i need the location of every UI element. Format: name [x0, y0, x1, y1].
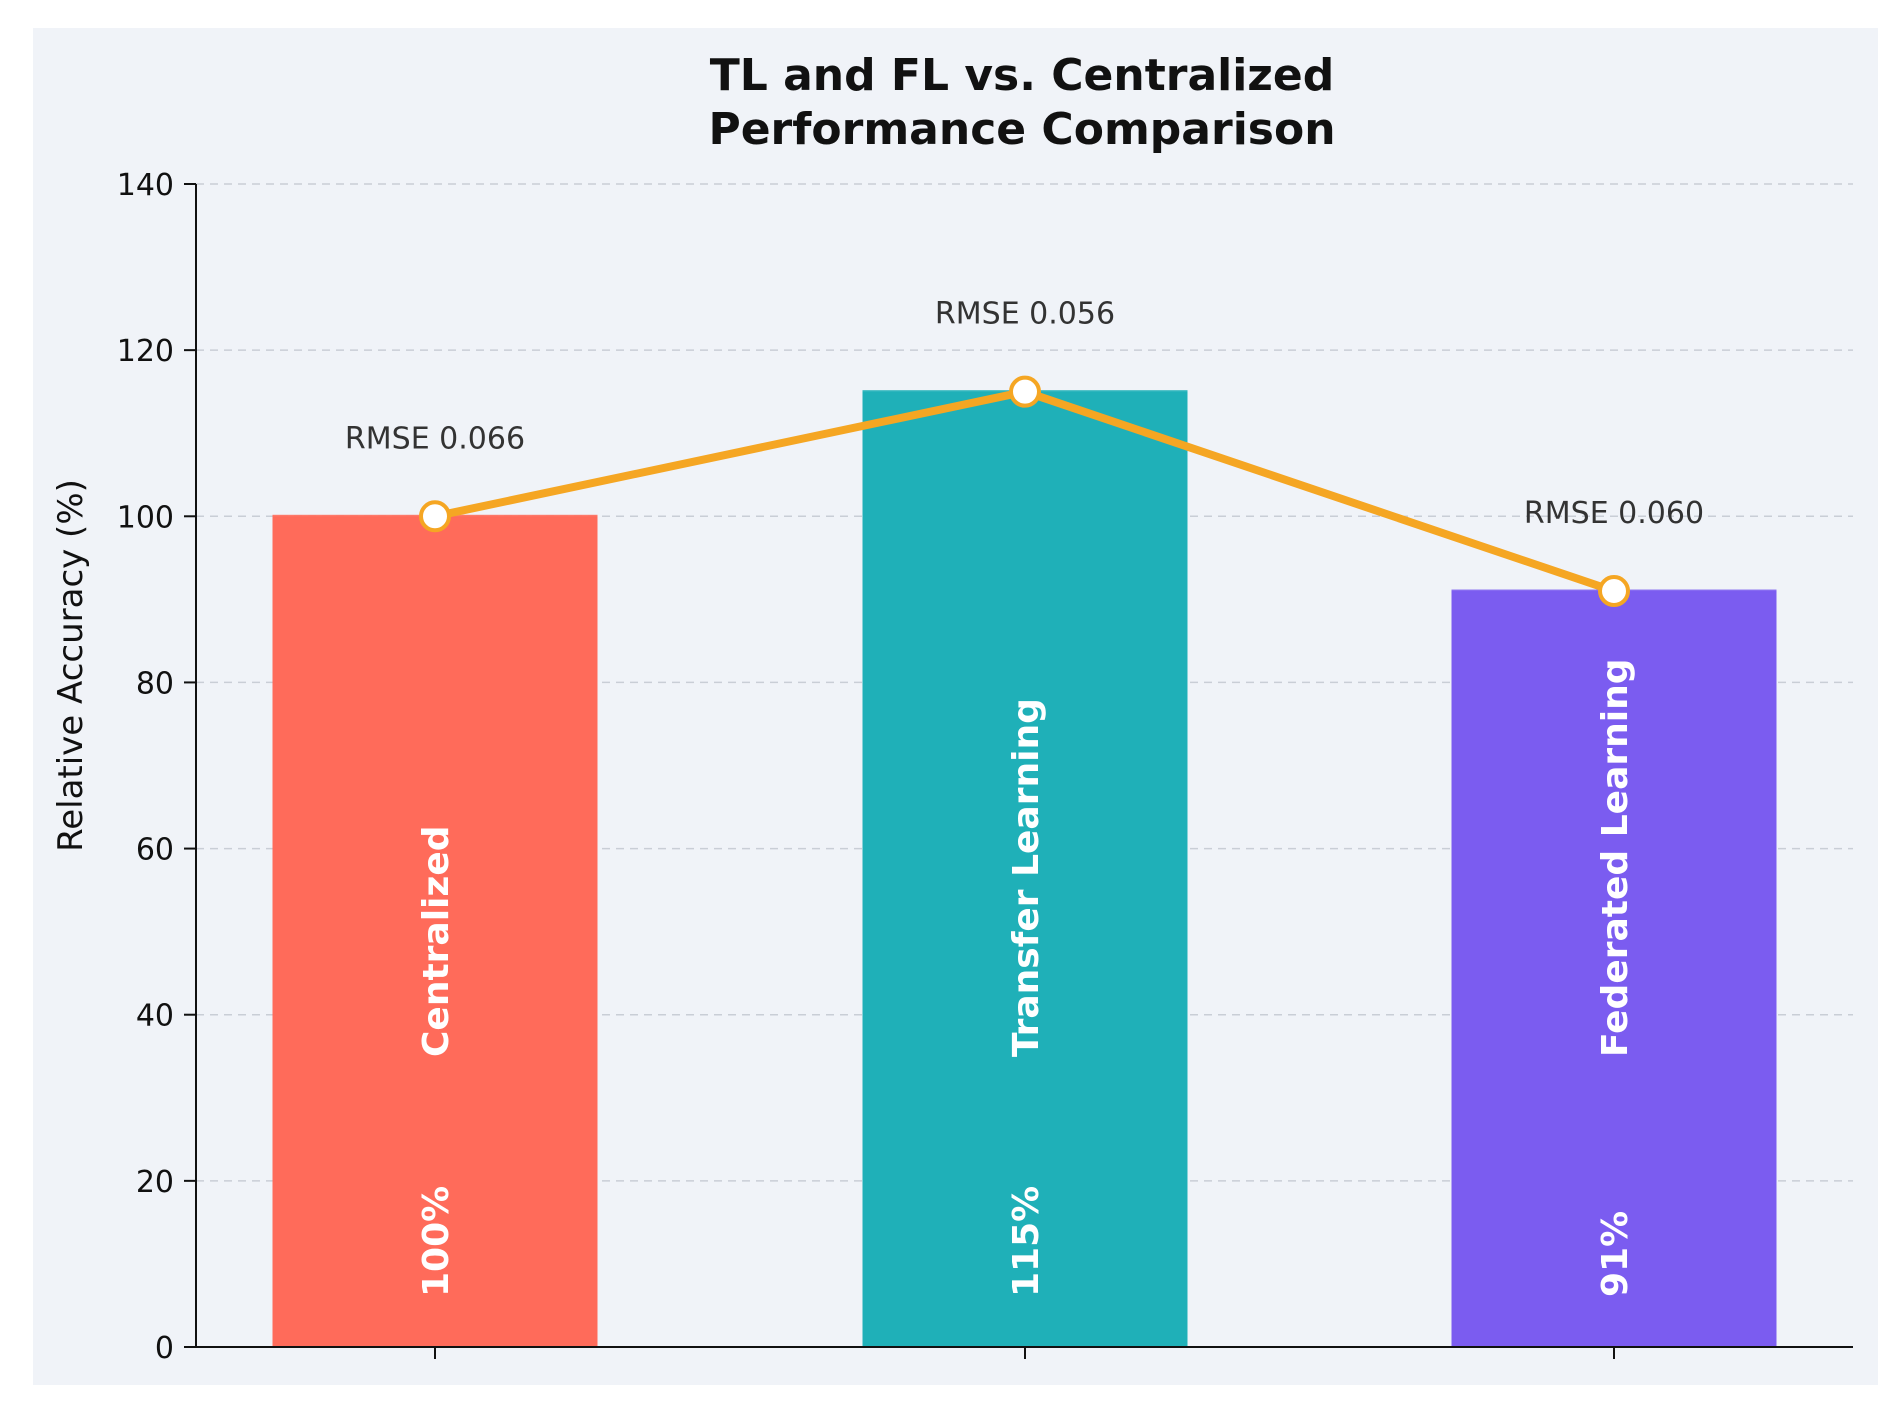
y-tick-label: 140: [117, 168, 174, 203]
bar-category-label: Transfer Learning: [1006, 698, 1047, 1057]
bars: [272, 390, 1777, 1347]
bar-centralized: [272, 516, 598, 1347]
bar-value-label: 115%: [1006, 1186, 1047, 1297]
bar-value-label: 100%: [416, 1186, 457, 1297]
labels: Centralized 100% RMSE 0.066 Transfer Learni…: [345, 297, 1704, 1297]
chart-title-line: Performance Comparison: [708, 104, 1335, 155]
rmse-label: RMSE 0.066: [345, 421, 525, 456]
y-axis-label: Relative Accuracy (%): [51, 479, 91, 852]
bar-category-label: Centralized: [416, 825, 457, 1057]
bar-transfer-learning: [862, 391, 1188, 1347]
y-tick-label: 80: [136, 666, 174, 701]
y-tick-label: 40: [136, 999, 174, 1034]
y-tick-label: 0: [155, 1331, 174, 1366]
bar-category-label: Federated Learning: [1595, 659, 1636, 1057]
chart-title: TL and FL vs. Centralized Performance Com…: [708, 50, 1335, 155]
rmse-label: RMSE 0.056: [935, 297, 1115, 332]
chart-title-line: TL and FL vs. Centralized: [710, 50, 1335, 101]
trend-point: [419, 500, 451, 533]
y-tick-label: 120: [117, 334, 174, 369]
y-tick-label: 20: [136, 1165, 174, 1200]
rmse-label: RMSE 0.060: [1524, 496, 1704, 531]
bar-federated-learning: [1451, 591, 1777, 1347]
y-tick-label: 60: [136, 833, 174, 868]
axes: 0 20 40 60 80 100 120 140: [117, 168, 1853, 1366]
trend-line-layer: [419, 375, 1630, 608]
bar-value-label: 91%: [1595, 1211, 1636, 1297]
trend-point: [1598, 575, 1630, 608]
trend-point: [1009, 375, 1041, 408]
y-tick-label: 100: [117, 500, 174, 535]
